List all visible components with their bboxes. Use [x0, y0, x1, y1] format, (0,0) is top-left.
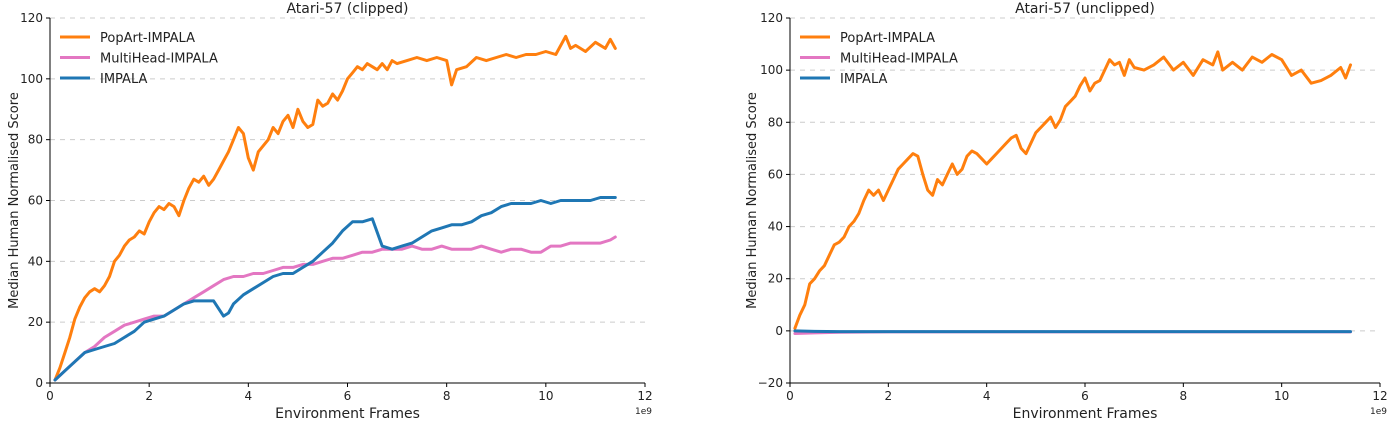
series-line-impala: [53, 196, 617, 382]
y-tick-label: 60: [28, 194, 43, 208]
y-tick-label: 20: [28, 315, 43, 329]
x-axis-label: Environment Frames: [1013, 406, 1158, 421]
y-tick-label: 60: [768, 167, 783, 181]
y-axis-label: Median Human Normalised Score: [7, 92, 22, 309]
x-tick-label: 12: [1372, 389, 1387, 403]
legend-label: PopArt-IMPALA: [100, 31, 195, 46]
y-tick-label: 100: [20, 72, 43, 86]
chart-title: Atari-57 (clipped): [286, 1, 408, 17]
x-tick-label: 2: [885, 389, 893, 403]
x-tick-label: 0: [786, 389, 794, 403]
x-tick-label: 8: [1180, 389, 1188, 403]
x-axis-label: Environment Frames: [275, 406, 420, 421]
y-tick-label: 40: [768, 220, 783, 234]
series-line-popart-impala: [793, 50, 1352, 330]
y-tick-label: 0: [35, 376, 43, 390]
y-tick-label: 80: [768, 115, 783, 129]
x-multiplier-label: 1e9: [1370, 407, 1387, 417]
series-line-impala: [793, 329, 1352, 334]
y-tick-label: 120: [760, 11, 783, 25]
x-tick-label: 6: [1081, 389, 1089, 403]
x-tick-label: 4: [983, 389, 991, 403]
x-tick-label: 2: [145, 389, 153, 403]
y-tick-label: 0: [775, 324, 783, 338]
x-tick-label: 10: [1274, 389, 1289, 403]
legend-label: MultiHead-IMPALA: [840, 52, 958, 67]
x-tick-label: 10: [538, 389, 553, 403]
x-tick-label: 4: [245, 389, 253, 403]
y-tick-label: 40: [28, 254, 43, 268]
y-tick-label: 100: [760, 63, 783, 77]
y-tick-label: 120: [20, 11, 43, 25]
series-line-multihead-impala: [53, 235, 617, 382]
legend-label: IMPALA: [100, 72, 147, 87]
y-axis-label: Median Human Normalised Score: [745, 92, 760, 309]
x-tick-label: 8: [443, 389, 451, 403]
legend-label: IMPALA: [840, 72, 887, 87]
chart-title: Atari-57 (unclipped): [1015, 1, 1155, 17]
series-line-popart-impala: [53, 34, 617, 382]
x-multiplier-label: 1e9: [635, 407, 652, 417]
x-tick-label: 6: [344, 389, 352, 403]
y-tick-label: 20: [768, 272, 783, 286]
x-tick-label: 12: [637, 389, 652, 403]
y-tick-label: 80: [28, 133, 43, 147]
x-tick-label: 0: [46, 389, 54, 403]
legend-label: PopArt-IMPALA: [840, 31, 935, 46]
legend-label: MultiHead-IMPALA: [100, 52, 218, 67]
y-tick-label: −20: [758, 376, 783, 390]
